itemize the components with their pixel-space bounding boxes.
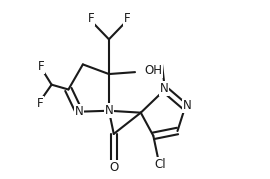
Text: N: N — [160, 82, 168, 95]
Text: F: F — [38, 60, 44, 73]
Text: F: F — [36, 96, 43, 110]
Text: OH: OH — [145, 64, 163, 77]
Text: N: N — [183, 99, 191, 112]
Text: F: F — [88, 12, 94, 25]
Text: O: O — [109, 161, 118, 174]
Text: F: F — [124, 12, 130, 25]
Text: N: N — [75, 105, 83, 118]
Text: N: N — [104, 104, 113, 117]
Text: Cl: Cl — [154, 158, 166, 171]
